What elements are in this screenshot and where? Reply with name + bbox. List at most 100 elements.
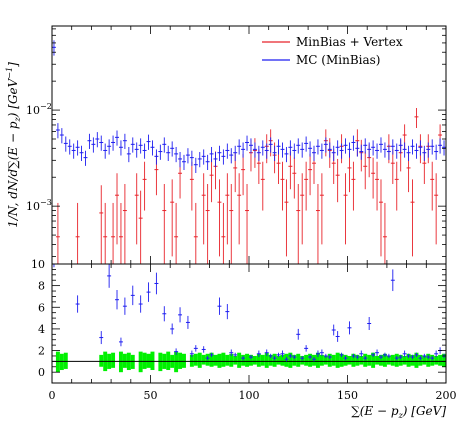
- ratio-band-bin: [382, 353, 387, 367]
- ratio-band-bin: [268, 354, 273, 366]
- legend-label-minbias-vertex: MinBias + Vertex: [296, 35, 403, 49]
- ratio-band-bin: [233, 355, 238, 365]
- ratio-band-bin: [182, 353, 186, 368]
- ratio-band-bin: [138, 351, 143, 373]
- ratio-band-bin: [256, 353, 261, 367]
- y-tick-label-ratio: 2: [38, 345, 45, 358]
- y-axis-label: 1/N, dN/d∑(E − pz) [GeV−1]: [5, 62, 22, 228]
- y-tick-label-top: 10−3: [26, 198, 52, 213]
- ratio-band-bin: [390, 354, 395, 366]
- ratio-band-bin: [367, 354, 372, 366]
- ratio-band-bin: [55, 351, 60, 373]
- x-axis-label-part-1: ∑(E − p: [351, 404, 399, 418]
- ratio-band-bin: [308, 353, 313, 367]
- ratio-band-bin: [158, 352, 163, 372]
- ratio-band-bin: [339, 353, 344, 367]
- y-axis-label-superscript: −1: [5, 67, 14, 79]
- ratio-band-bin: [402, 355, 407, 365]
- y-tick-label-top: 10−2: [26, 102, 52, 117]
- ratio-panel-frame: [51, 263, 447, 384]
- x-axis-label-subscript: z: [398, 411, 404, 420]
- ratio-band-bin: [288, 352, 293, 368]
- series-minbias-vertex: [55, 108, 443, 264]
- ratio-band-bin: [379, 354, 383, 366]
- ratio-band-bin: [347, 355, 352, 365]
- ratio-band-bin: [327, 353, 332, 367]
- top-panel-series-layer: [52, 40, 446, 264]
- legend: MinBias + Vertex MC (MinBias): [262, 35, 403, 67]
- y-axis-label-part-3: ∑(E − p: [6, 121, 20, 169]
- ratio-band-bin: [351, 353, 356, 367]
- ratio-band-bin: [438, 354, 443, 366]
- y-tick-label-ratio: 4: [38, 323, 45, 336]
- ratio-panel-series-layer: [52, 263, 446, 362]
- ratio-band-bin: [217, 353, 222, 368]
- ratio-band-bin: [371, 352, 376, 368]
- x-tick-label: 100: [239, 389, 260, 402]
- ratio-band-bin: [319, 354, 324, 366]
- ratio-band-bin: [252, 355, 257, 365]
- ratio-band-bin: [422, 355, 427, 365]
- ratio-band-bin: [229, 353, 234, 367]
- ratio-band-bin: [292, 354, 297, 366]
- ratio-band-bin: [209, 352, 214, 367]
- x-tick-label: 50: [144, 389, 158, 402]
- y-axis-label-part-5: ]: [6, 62, 20, 68]
- y-axis-label-part-2: , dN/d: [6, 169, 20, 207]
- x-axis-label-part-2: ) [GeV]: [402, 404, 447, 418]
- top-panel: 10−2 10−3 1/N, dN/d∑(E − pz) [GeV−1] MinB…: [5, 25, 447, 265]
- ratio-band-bin: [414, 352, 419, 368]
- ratio-band-bin: [146, 353, 151, 368]
- y-tick-label-ratio: 6: [38, 301, 45, 314]
- ratio-band-bin: [213, 354, 218, 366]
- ratio-band-bin: [331, 354, 336, 366]
- ratio-band-bin: [406, 353, 411, 367]
- series-mc-minbias: [52, 40, 446, 173]
- ratio-band-bin: [178, 352, 183, 369]
- ratio-band-bin: [225, 354, 230, 366]
- ratio-band-bin: [122, 353, 127, 368]
- ratio-band-bin: [201, 354, 206, 365]
- ratio-band-bin: [118, 351, 123, 373]
- top-panel-axis-layer: 10−2 10−3: [26, 26, 447, 264]
- ratio-band-bin: [166, 351, 171, 371]
- ratio-band-bin: [410, 354, 415, 366]
- ratio-band-bin: [130, 354, 135, 369]
- x-tick-label: 0: [49, 389, 56, 402]
- ratio-band-bin: [150, 351, 155, 371]
- ratio-band-bin: [323, 355, 328, 365]
- ratio-band-bin: [304, 354, 309, 366]
- ratio-band-bin: [355, 354, 360, 366]
- y-axis-label-part-1: 1/N: [6, 205, 20, 228]
- y-tick-label-ratio: 0: [38, 366, 45, 379]
- ratio-band-bin: [245, 353, 249, 367]
- y-tick-label-ratio: 10: [31, 258, 45, 271]
- ratio-band-bin: [189, 354, 194, 367]
- ratio-band-bin: [197, 352, 202, 368]
- ratio-band-bin: [249, 354, 253, 366]
- ratio-band-bin: [193, 353, 198, 366]
- ratio-band-bin: [264, 352, 269, 368]
- ratio-band-bin: [63, 352, 68, 369]
- y-axis-label-subscript: z: [13, 116, 22, 122]
- ratio-band-bin: [398, 354, 403, 366]
- x-axis-label: ∑(E − pz) [GeV]: [351, 404, 446, 420]
- ratio-band-bin: [442, 353, 446, 367]
- ratio-band-bin: [221, 352, 226, 367]
- ratio-band-bin: [142, 352, 147, 369]
- ratio-band-bin: [375, 355, 380, 365]
- ratio-band-bin: [434, 355, 439, 365]
- y-tick-label-ratio: 8: [38, 280, 45, 293]
- ratio-band-bin: [260, 354, 265, 366]
- ratio-band-bin: [280, 354, 285, 366]
- ratio-band-bin: [359, 355, 364, 365]
- ratio-band-bin: [59, 353, 64, 371]
- ratio-band-bin: [111, 352, 116, 368]
- ratio-band-bin: [386, 355, 391, 365]
- ratio-band-bin: [174, 351, 179, 373]
- ratio-band-bin: [237, 352, 242, 368]
- ratio-panel-band-layer: [55, 351, 446, 373]
- x-tick-label: 150: [337, 389, 358, 402]
